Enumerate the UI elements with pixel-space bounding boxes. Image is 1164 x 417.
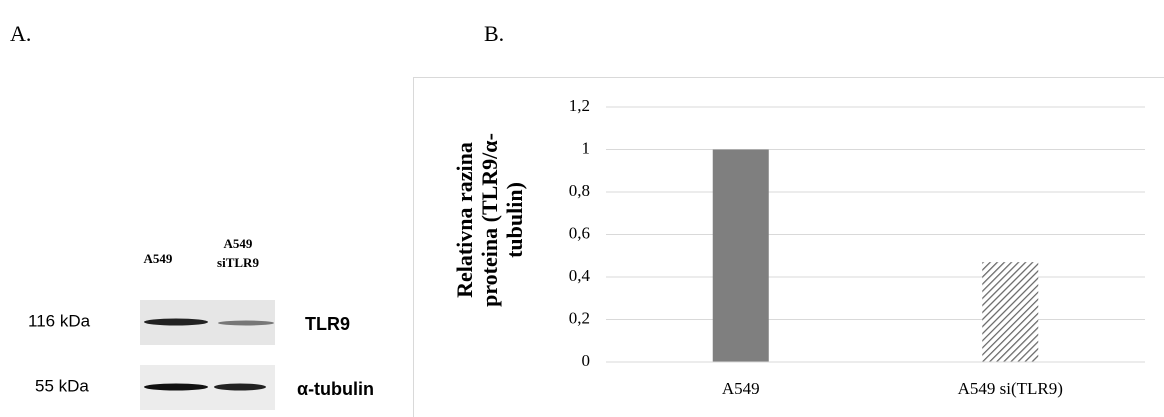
- band: [218, 320, 274, 326]
- bar: [712, 149, 769, 362]
- panel-label: A.: [10, 21, 31, 46]
- band: [144, 318, 208, 326]
- lane-label: A549: [144, 251, 173, 266]
- y-tick-label: 0,6: [569, 223, 590, 242]
- chart-frame: [413, 77, 1164, 417]
- band: [214, 383, 266, 391]
- y-axis-label: Relativna razina proteina (TLR9/α-tubuli…: [452, 133, 527, 307]
- marker-label: 55 kDa: [35, 376, 89, 395]
- band: [144, 383, 208, 391]
- y-tick-label: 1,2: [569, 96, 590, 115]
- y-tick-label: 1: [582, 138, 591, 157]
- y-tick-label: 0: [582, 351, 591, 370]
- marker-label: 116 kDa: [28, 311, 91, 330]
- x-tick-label: A549 si(TLR9): [958, 379, 1063, 398]
- bar: [982, 262, 1039, 362]
- protein-label: α-tubulin: [297, 379, 374, 399]
- lane-label: A549 siTLR9: [217, 236, 259, 270]
- y-tick-label: 0,2: [569, 308, 590, 327]
- x-tick-label: A549: [722, 379, 760, 398]
- y-tick-label: 0,4: [569, 266, 591, 285]
- protein-label: TLR9: [305, 314, 350, 334]
- panel-label: B.: [484, 21, 504, 46]
- plot: 0 0,2 0,4 0,6 0,8 1 1,2 A549 A549 si(TLR9): [569, 96, 1145, 398]
- y-tick-label: 0,8: [569, 181, 590, 200]
